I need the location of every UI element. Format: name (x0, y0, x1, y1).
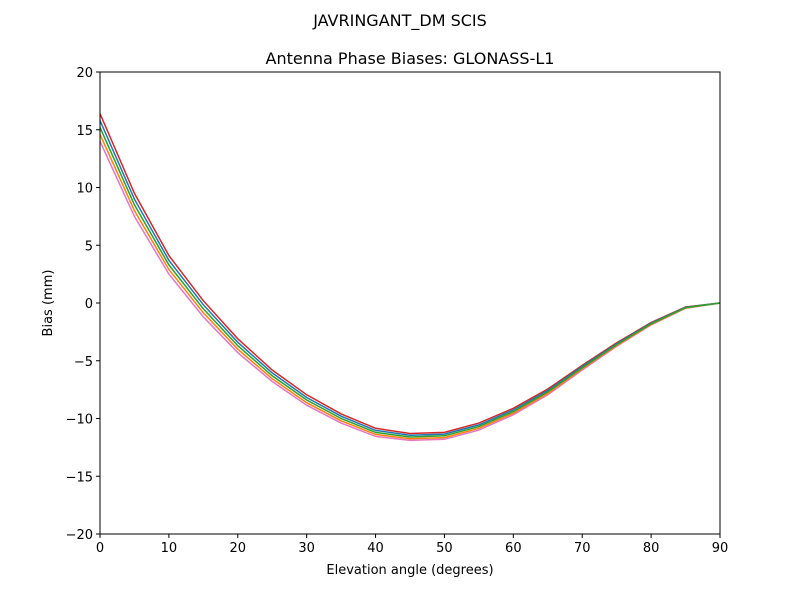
x-tick-label: 70 (574, 541, 591, 556)
series-line-curve-4 (99, 120, 721, 436)
plot-frame (99, 71, 721, 535)
chart-suptitle: JAVRINGANT_DM SCIS (312, 11, 487, 31)
axis-ticks: 0 10 20 30 40 50 60 70 80 90 −20 −15 −10 −5 0 5 10 15 20 (66, 66, 729, 556)
x-tick-label: 0 (96, 541, 104, 556)
series-line-curve-5 (99, 127, 721, 438)
x-tick-label: 10 (161, 541, 178, 556)
y-tick-label: −15 (66, 470, 93, 485)
y-tick-label: −5 (74, 355, 93, 370)
chart-title: Antenna Phase Biases: GLONASS-L1 (266, 49, 555, 68)
y-axis-label: Bias (mm) (41, 270, 56, 337)
y-tick-label: 5 (85, 239, 93, 254)
y-tick-label: 20 (76, 66, 93, 81)
x-tick-label: 90 (712, 541, 729, 556)
y-tick-label: 0 (85, 297, 93, 312)
y-tick-label: −20 (66, 528, 93, 543)
x-tick-label: 80 (643, 541, 660, 556)
x-tick-label: 20 (230, 541, 247, 556)
x-tick-label: 30 (298, 541, 315, 556)
x-tick-label: 60 (505, 541, 522, 556)
x-tick-label: 40 (367, 541, 384, 556)
x-tick-label: 50 (436, 541, 453, 556)
y-tick-label: −10 (66, 413, 93, 428)
series-lines (99, 113, 721, 442)
series-line-curve-2 (99, 113, 721, 435)
x-axis-label: Elevation angle (degrees) (326, 563, 493, 578)
y-tick-label: 10 (76, 182, 93, 197)
y-tick-label: 15 (76, 124, 93, 139)
